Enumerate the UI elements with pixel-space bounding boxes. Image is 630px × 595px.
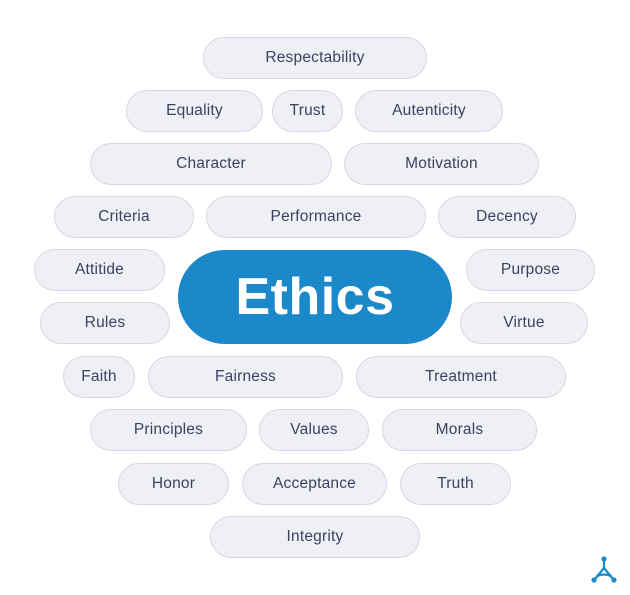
pill-faith: Faith <box>63 356 135 398</box>
pill-values: Values <box>259 409 369 451</box>
pill-principles: Principles <box>90 409 247 451</box>
pill-purpose: Purpose <box>466 249 595 291</box>
pill-autenticity: Autenticity <box>355 90 503 132</box>
pill-respectability: Respectability <box>203 37 427 79</box>
pill-morals: Morals <box>382 409 537 451</box>
pill-treatment: Treatment <box>356 356 566 398</box>
pill-virtue: Virtue <box>460 302 588 344</box>
pill-trust: Trust <box>272 90 343 132</box>
three-node-logo-icon <box>591 556 617 583</box>
pill-equality: Equality <box>126 90 263 132</box>
ethics-center-label: Ethics <box>178 250 452 344</box>
pill-performance: Performance <box>206 196 426 238</box>
pill-character: Character <box>90 143 332 185</box>
pill-truth: Truth <box>400 463 511 505</box>
pill-fairness: Fairness <box>148 356 343 398</box>
pill-honor: Honor <box>118 463 229 505</box>
pill-decency: Decency <box>438 196 576 238</box>
pill-integrity: Integrity <box>210 516 420 558</box>
pill-attitide: Attitide <box>34 249 165 291</box>
pill-rules: Rules <box>40 302 170 344</box>
pill-criteria: Criteria <box>54 196 194 238</box>
pill-acceptance: Acceptance <box>242 463 387 505</box>
pill-motivation: Motivation <box>344 143 539 185</box>
